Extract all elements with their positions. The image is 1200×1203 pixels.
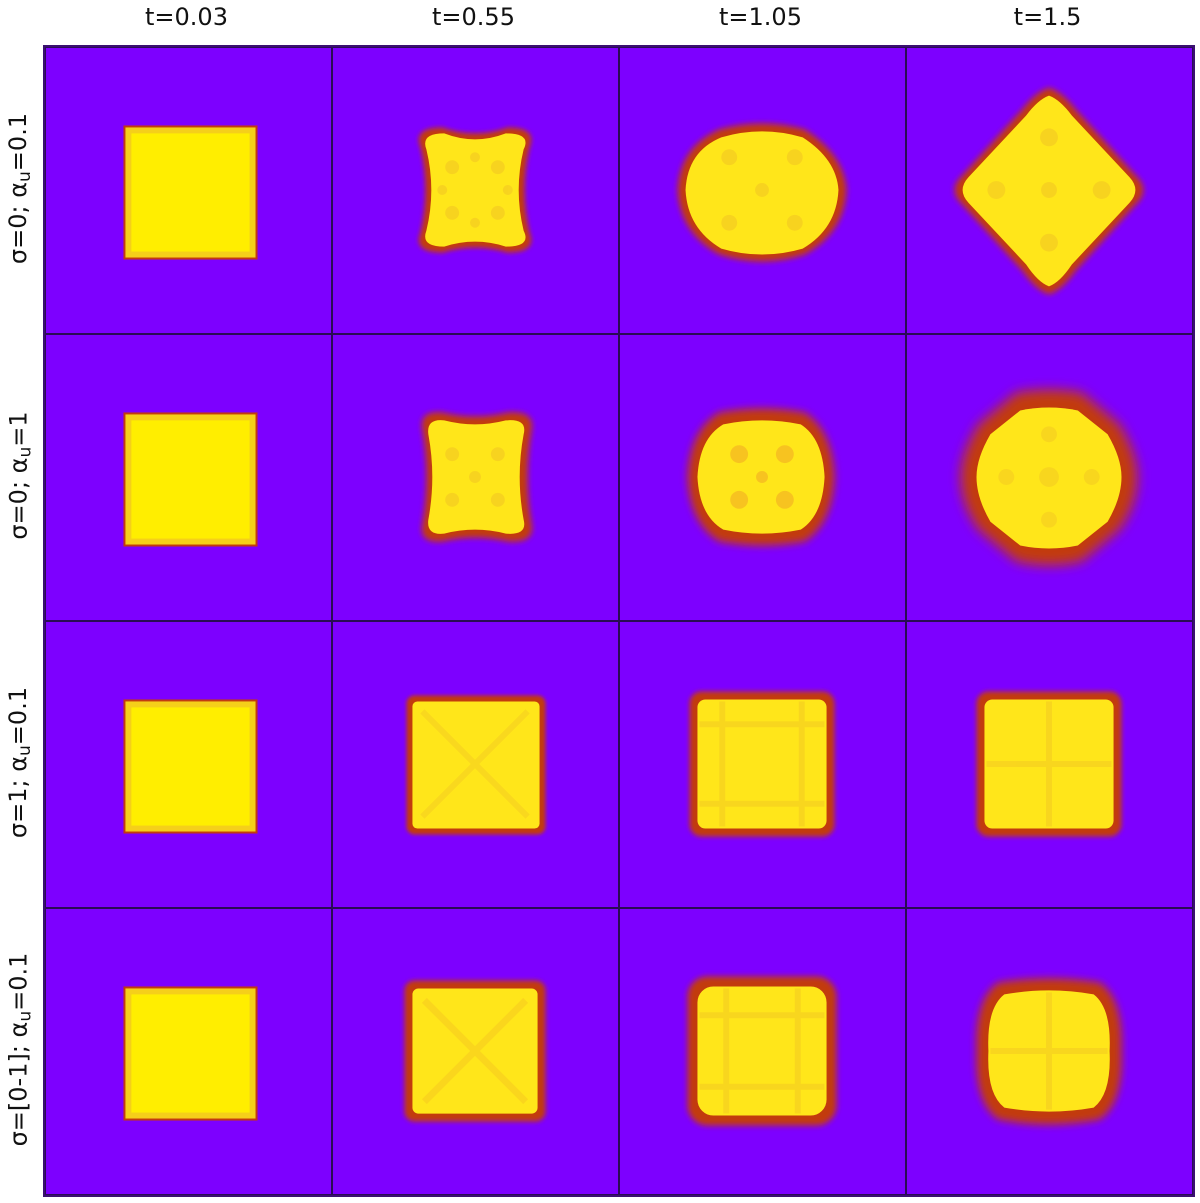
panel-r3-c2 (332, 621, 619, 908)
panel-r2-c3 (619, 334, 906, 621)
panel-r2-c2 (332, 334, 619, 621)
row-label-4: σ=[0-1]; αu=0.1 (4, 952, 36, 1147)
panel-r1-c1 (45, 47, 332, 334)
panel-r3-c3 (619, 621, 906, 908)
panel-r4-c4 (906, 908, 1193, 1195)
row-label-1: σ=0; αu=0.1 (4, 112, 36, 265)
panel-r4-c3 (619, 908, 906, 1195)
panel-r1-c2 (332, 47, 619, 334)
panel-r1-c3 (619, 47, 906, 334)
panel-r4-c2 (332, 908, 619, 1195)
panel-r2-c1 (45, 334, 332, 621)
panel-r1-c4 (906, 47, 1193, 334)
panel-r3-c4 (906, 621, 1193, 908)
row-label-2: σ=0; αu=1 (4, 411, 36, 540)
column-label-t-1-05: t=1.05 (719, 3, 802, 31)
panel-r2-c4 (906, 334, 1193, 621)
panel-r3-c1 (45, 621, 332, 908)
row-label-3: σ=1; αu=0.1 (4, 686, 36, 839)
column-label-t-0-03: t=0.03 (145, 3, 228, 31)
panel-r4-c1 (45, 908, 332, 1195)
column-label-t-1-5: t=1.5 (1013, 3, 1082, 31)
column-label-t-0-55: t=0.55 (432, 3, 515, 31)
panel-grid (43, 45, 1195, 1197)
